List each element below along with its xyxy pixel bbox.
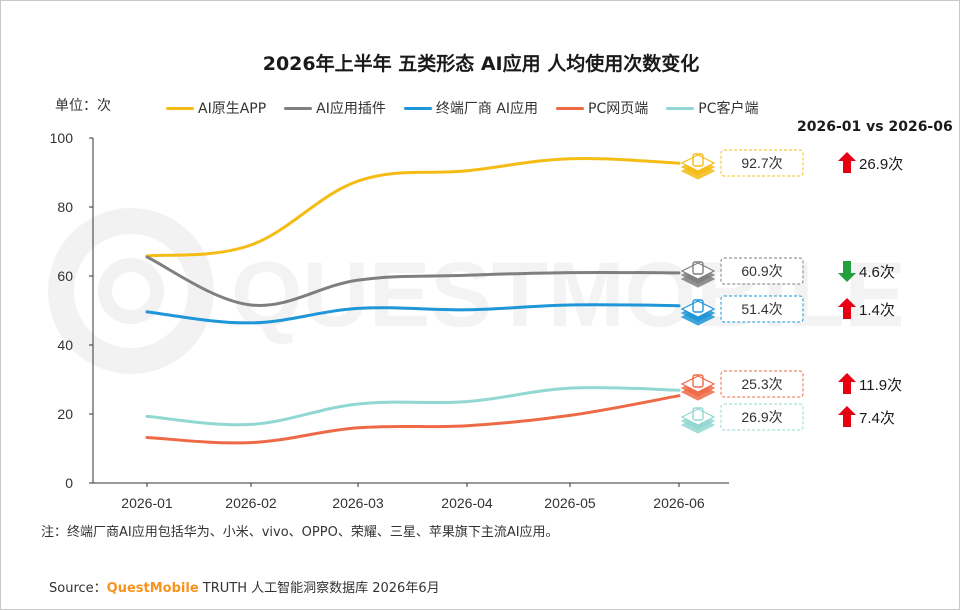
end-value-box <box>720 370 804 398</box>
source-line: Source：QuestMobile TRUTH 人工智能洞察数据库 2026年… <box>49 577 440 596</box>
up-arrow-icon <box>838 152 856 173</box>
legend-swatch <box>284 106 313 110</box>
chart-title: 2026年上半年 五类形态 AI应用 人均使用次数变化 <box>262 53 700 75</box>
source-prefix: Source： <box>49 581 107 596</box>
legend-label: 终端厂商 AI应用 <box>435 101 539 117</box>
down-arrow-icon <box>838 261 856 282</box>
series-line <box>145 394 681 445</box>
change-value-label: 4.6次 <box>859 264 895 281</box>
end-value-label: 25.3次 <box>741 376 782 392</box>
x-tick-label: 2026-05 <box>544 495 596 511</box>
series-line <box>145 156 681 258</box>
y-tick-label: 40 <box>57 337 73 353</box>
legend-label: AI应用插件 <box>316 101 386 117</box>
series-line <box>145 386 681 427</box>
y-tick-label: 0 <box>65 475 73 491</box>
app-stack-icon <box>680 153 716 180</box>
end-value-box <box>720 295 804 323</box>
series-line <box>145 255 681 307</box>
end-value-label: 60.9次 <box>741 263 782 279</box>
legend-item: AI原生APP <box>166 98 266 118</box>
legend-swatch <box>403 106 432 110</box>
ai-plugin-stack-icon <box>680 261 716 288</box>
up-arrow-icon <box>838 406 856 427</box>
unit-label: 单位：次 <box>55 98 111 114</box>
source-suffix: TRUTH 人工智能洞察数据库 2026年6月 <box>198 581 440 596</box>
client-stack-icon <box>680 407 716 434</box>
legend-item: PC客户端 <box>666 98 758 118</box>
legend-swatch <box>666 106 695 110</box>
legend-item: 终端厂商 AI应用 <box>403 98 539 118</box>
legend-swatch <box>166 106 194 110</box>
x-tick-label: 2026-02 <box>225 495 277 511</box>
change-value-label: 26.9次 <box>859 156 903 173</box>
end-value-label: 92.7次 <box>741 155 782 171</box>
legend-label: AI原生APP <box>198 101 267 117</box>
end-value-label: 51.4次 <box>741 301 782 317</box>
change-value-label: 11.9次 <box>859 377 902 394</box>
up-arrow-icon <box>838 298 856 319</box>
end-value-box <box>720 149 804 177</box>
source-brand: QuestMobile <box>106 581 199 596</box>
x-tick-label: 2026-01 <box>121 495 173 511</box>
legend-label: PC客户端 <box>698 101 759 117</box>
end-value-box <box>720 403 804 431</box>
end-value-box <box>720 257 804 285</box>
end-value-label: 26.9次 <box>741 409 782 425</box>
change-value-label: 7.4次 <box>859 410 895 427</box>
change-value-label: 1.4次 <box>859 302 895 319</box>
x-tick-label: 2026-06 <box>653 495 705 511</box>
comparison-header: 2026-01 vs 2026-06 <box>797 119 953 135</box>
legend-item: AI应用插件 <box>284 98 386 118</box>
up-arrow-icon <box>838 373 856 394</box>
monitor-stack-icon <box>680 374 716 401</box>
y-tick-label: 60 <box>57 268 73 284</box>
legend-item: PC网页端 <box>556 98 648 118</box>
legend: AI原生APP AI应用插件 终端厂商 AI应用 PC网页端 PC客户端 <box>166 98 758 118</box>
y-tick-label: 100 <box>50 130 74 146</box>
legend-swatch <box>556 106 585 110</box>
footnote: 注：终端厂商AI应用包括华为、小米、vivo、OPPO、荣耀、三星、苹果旗下主流… <box>41 525 559 540</box>
x-tick-label: 2026-04 <box>441 495 493 511</box>
y-tick-label: 20 <box>57 406 73 422</box>
x-tick-label: 2026-03 <box>332 495 384 511</box>
phone-stack-icon <box>680 299 716 326</box>
legend-label: PC网页端 <box>588 101 649 117</box>
series-line <box>145 303 681 325</box>
y-tick-label: 80 <box>57 199 73 215</box>
